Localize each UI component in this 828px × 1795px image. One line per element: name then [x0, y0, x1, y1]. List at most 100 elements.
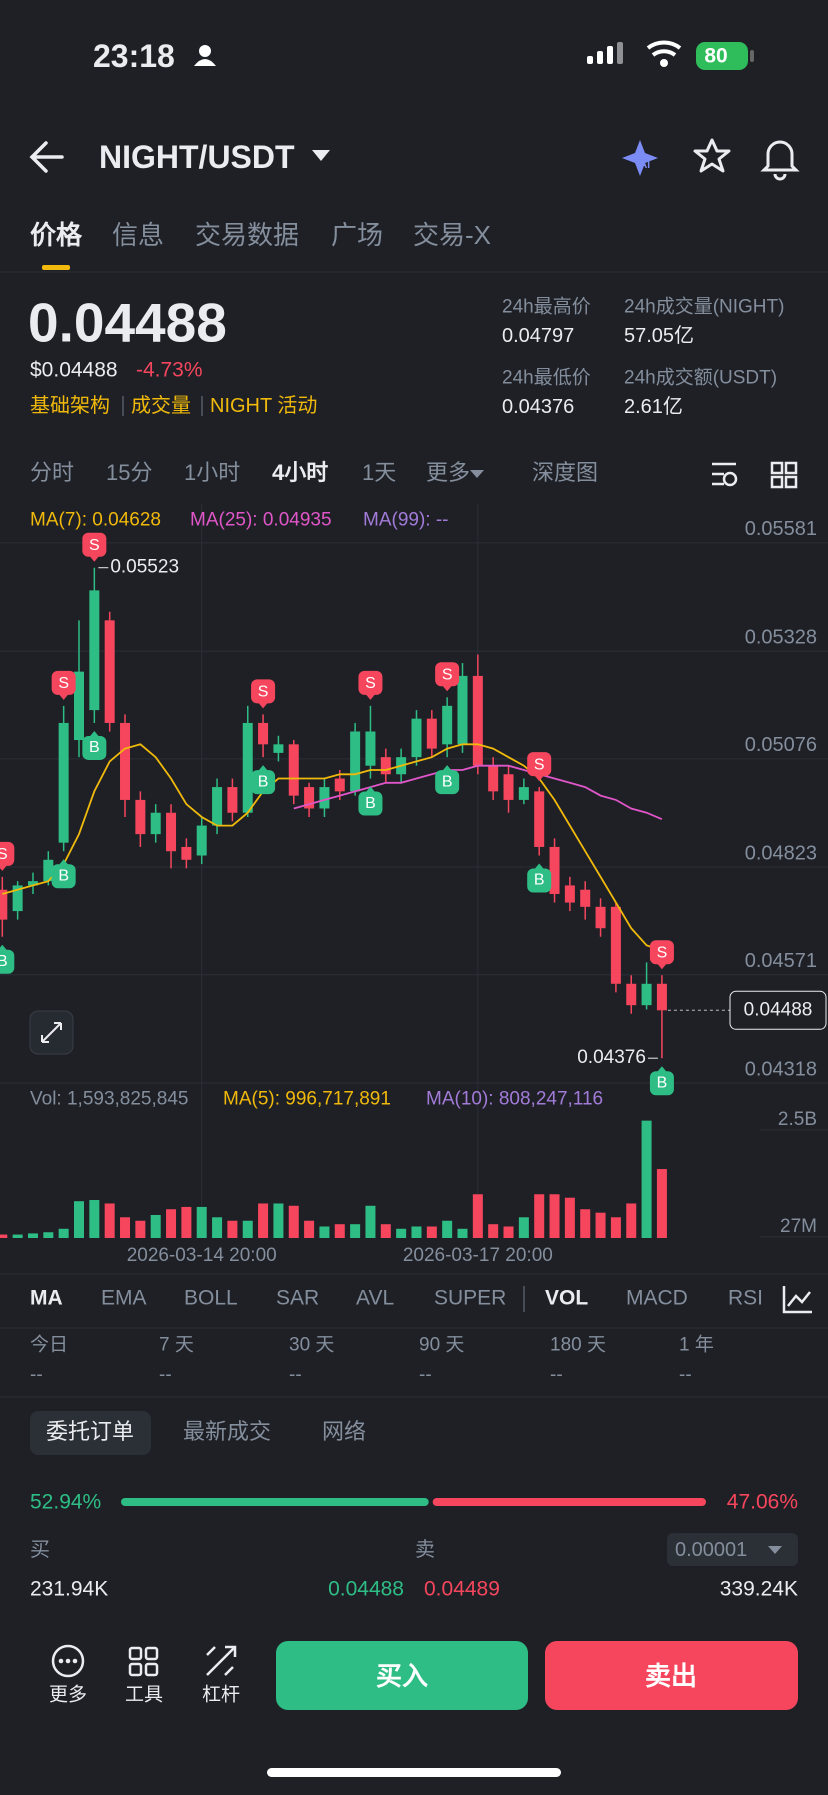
buy-marker-pointer: [365, 786, 376, 793]
ask-price: 0.04489: [424, 1577, 500, 1601]
favorite-button[interactable]: [693, 138, 731, 173]
volume-bar: [457, 1228, 468, 1238]
stat-value: 0.04797: [502, 325, 575, 347]
book-tab[interactable]: 网络: [322, 1419, 367, 1444]
buy-button[interactable]: [276, 1641, 528, 1710]
candle-body: [212, 787, 223, 826]
tag[interactable]: 基础架构: [30, 395, 110, 417]
volume-bar: [442, 1220, 453, 1238]
precision[interactable]: 0.00001: [675, 1539, 748, 1561]
more-dropdown[interactable]: [470, 470, 484, 478]
interval[interactable]: 1小时: [184, 460, 241, 485]
volume-bar: [212, 1217, 223, 1238]
candle-body: [580, 889, 591, 907]
y-tick-label: 0.05328: [745, 626, 817, 648]
indicator-tab[interactable]: MA: [30, 1286, 63, 1310]
interval[interactable]: 更多: [426, 460, 471, 485]
indicator-tab[interactable]: VOL: [545, 1286, 589, 1310]
buy-label[interactable]: 买入: [375, 1661, 429, 1691]
book-tab[interactable]: 最新成交: [183, 1419, 272, 1444]
indicator-tab[interactable]: MACD: [626, 1286, 688, 1310]
interval[interactable]: 分时: [30, 460, 75, 485]
candle-body: [89, 590, 100, 711]
candle-body: [135, 799, 146, 835]
indicator-tab[interactable]: RSI: [728, 1286, 764, 1310]
buy-marker: [527, 868, 552, 893]
candle-body: [595, 906, 606, 929]
tab[interactable]: 交易-X: [413, 220, 492, 250]
sell-marker-label: S: [258, 684, 269, 701]
pair-title[interactable]: NIGHT/USDT: [99, 139, 295, 175]
period-label: 90 天: [419, 1334, 465, 1356]
indicator-tab[interactable]: SUPER: [434, 1286, 507, 1310]
sell-label[interactable]: 卖出: [644, 1661, 698, 1691]
y-tick-label: 0.04823: [745, 842, 817, 864]
bid-size: 231.94K: [30, 1577, 109, 1601]
tool-label[interactable]: 杠杆: [201, 1684, 241, 1706]
buy-marker: [0, 949, 15, 974]
sell-marker-pointer: [365, 693, 376, 700]
period-value: --: [679, 1364, 692, 1386]
sell-button[interactable]: [545, 1641, 798, 1710]
sell-marker-label: S: [365, 675, 376, 692]
tag[interactable]: NIGHT 活动: [210, 395, 318, 417]
tool-label[interactable]: 工具: [124, 1684, 164, 1706]
tab[interactable]: 信息: [112, 220, 165, 250]
book-tab[interactable]: 委托订单: [46, 1419, 135, 1444]
volume-legend: Vol: 1,593,825,845: [30, 1088, 189, 1110]
volume-bar: [242, 1220, 253, 1238]
sell-marker-label: S: [442, 667, 453, 684]
signal-icon: [587, 42, 623, 64]
candle-body: [27, 881, 38, 886]
indicator-tab[interactable]: AVL: [356, 1286, 395, 1310]
tag[interactable]: 成交量: [131, 395, 191, 417]
tab[interactable]: 交易数据: [195, 220, 300, 250]
pair-dropdown[interactable]: [312, 150, 330, 161]
volume-bar: [595, 1212, 606, 1238]
buy-marker-pointer: [534, 863, 545, 870]
volume-tick-label: 27M: [780, 1216, 817, 1237]
ai-icon[interactable]: [622, 140, 658, 176]
sell-marker-pointer: [0, 864, 8, 871]
indicator-tab[interactable]: BOLL: [184, 1286, 238, 1310]
buy-ratio-bar: [121, 1498, 429, 1506]
volume-bar: [626, 1203, 637, 1238]
candle-body: [319, 787, 330, 809]
precision-select[interactable]: [667, 1533, 798, 1566]
interval[interactable]: 深度图: [532, 460, 599, 485]
wifi-icon: [646, 40, 682, 57]
price-change: -4.73%: [136, 358, 203, 382]
volume-bar: [304, 1220, 315, 1238]
candle-body: [488, 765, 499, 792]
stat-value: 2.61亿: [624, 396, 683, 418]
interval[interactable]: 4小时: [272, 460, 329, 485]
chart-settings-button[interactable]: [712, 462, 738, 487]
buy-marker-pointer: [58, 859, 69, 866]
volume-bar: [12, 1234, 23, 1238]
indicator-tab[interactable]: EMA: [101, 1286, 147, 1310]
buy-marker-label: B: [258, 773, 269, 790]
volume-bar: [580, 1209, 591, 1238]
volume-bar: [104, 1203, 115, 1238]
alert-button[interactable]: [760, 140, 800, 181]
candle-body: [350, 731, 361, 792]
back-button[interactable]: [29, 141, 64, 173]
indicator-settings-button[interactable]: [782, 1286, 812, 1314]
tab[interactable]: 价格: [30, 220, 83, 250]
candle-body: [626, 983, 637, 1006]
ma-line: [2, 743, 663, 952]
tab[interactable]: 广场: [331, 220, 384, 250]
candle-body: [304, 787, 315, 809]
buy-ratio: 52.94%: [30, 1490, 102, 1514]
volume-legend: MA(5): 996,717,891: [223, 1088, 391, 1110]
indicator-tab[interactable]: SAR: [276, 1286, 320, 1310]
tool-label[interactable]: 更多: [48, 1684, 88, 1706]
volume-bar: [503, 1226, 514, 1238]
buy-marker-pointer: [656, 1066, 667, 1073]
layout-button[interactable]: [770, 461, 798, 489]
interval[interactable]: 1天: [362, 460, 397, 485]
sell-marker-pointer: [258, 702, 269, 709]
stat-value: 0.04376: [502, 396, 575, 418]
interval[interactable]: 15分: [106, 460, 153, 485]
